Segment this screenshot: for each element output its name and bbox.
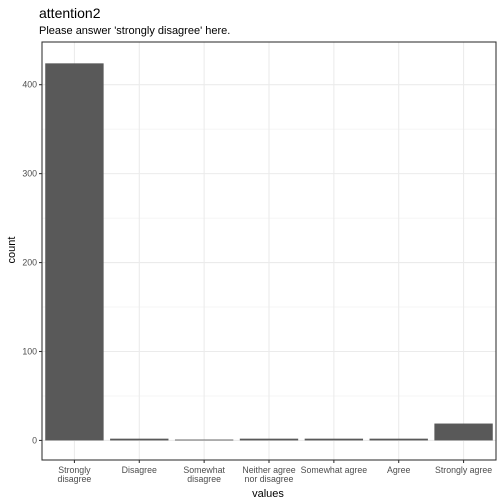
bar — [110, 438, 169, 441]
x-tick-label: Somewhat — [183, 465, 225, 475]
x-tick-label: Neither agree — [242, 465, 295, 475]
bar — [434, 423, 493, 441]
x-tick-label: disagree — [187, 474, 221, 484]
x-tick-label: Agree — [387, 465, 411, 475]
chart-title: attention2 — [39, 5, 101, 21]
x-tick-label: Somewhat agree — [301, 465, 368, 475]
x-tick-label: nor disagree — [245, 474, 294, 484]
x-axis-title: values — [252, 488, 284, 500]
x-tick-label: disagree — [58, 474, 92, 484]
y-tick-label: 400 — [22, 80, 37, 90]
y-tick-label: 200 — [22, 258, 37, 268]
bar — [369, 438, 428, 441]
chart-subtitle: Please answer 'strongly disagree' here. — [39, 25, 230, 37]
x-tick-label: Strongly agree — [435, 465, 492, 475]
bar — [174, 439, 234, 441]
y-axis-title: count — [6, 237, 18, 264]
bar — [239, 438, 299, 441]
x-tick-label: Disagree — [122, 465, 157, 475]
x-tick-label: Strongly — [58, 465, 91, 475]
bar — [304, 438, 364, 441]
y-tick-label: 300 — [22, 169, 37, 179]
y-tick-label: 100 — [22, 346, 37, 356]
bar — [45, 63, 104, 441]
y-tick-label: 0 — [32, 435, 37, 445]
